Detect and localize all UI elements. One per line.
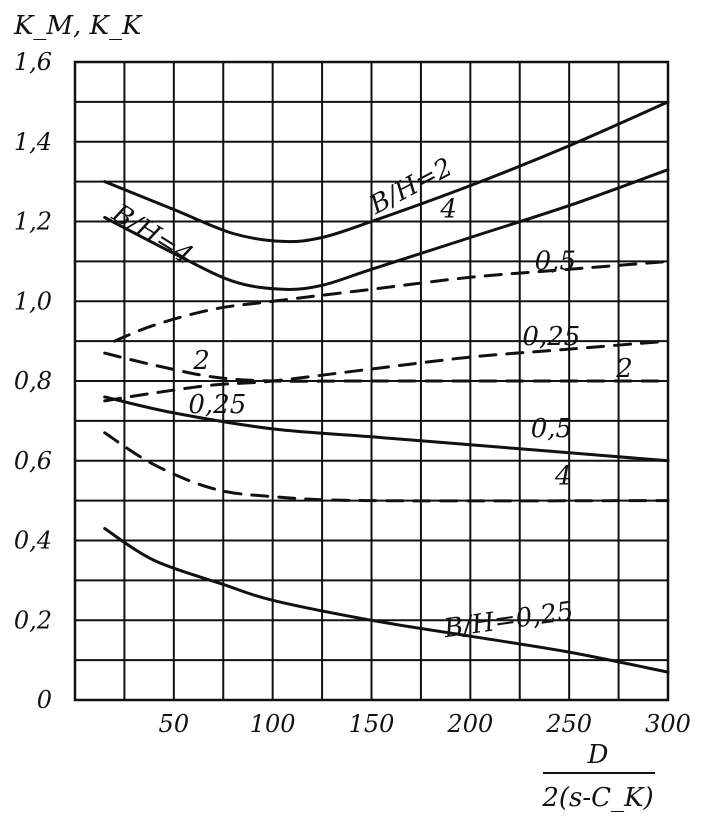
curve-label: 0,5 bbox=[531, 414, 572, 444]
series-line-solid bbox=[103, 395, 670, 463]
x-tick-label: 150 bbox=[349, 710, 395, 738]
y-tick-label: 1,6 bbox=[14, 48, 52, 76]
series-line-dashed bbox=[103, 351, 670, 383]
series-line-solid bbox=[103, 100, 670, 244]
x-tick-label: 250 bbox=[545, 710, 592, 738]
series-line-solid bbox=[103, 527, 670, 674]
y-tick-label: 0,4 bbox=[14, 527, 52, 555]
y-tick-labels: 0 0,2 0,4 0,6 0,8 1,0 1,2 1,4 1,6 bbox=[14, 48, 52, 714]
x-axis-label-denominator: 2(s-C_K) bbox=[541, 783, 653, 813]
x-axis-label-numerator: D bbox=[587, 740, 609, 770]
y-tick-label: 0,6 bbox=[14, 447, 52, 475]
curve-label: 0,25 bbox=[522, 322, 580, 352]
y-tick-label: 0,2 bbox=[14, 606, 52, 634]
x-tick-label: 50 bbox=[159, 710, 190, 738]
curve-label: 4 bbox=[554, 462, 572, 492]
series-line-dashed bbox=[113, 259, 670, 343]
series-line-solid bbox=[103, 168, 670, 291]
y-tick-label: 1,4 bbox=[14, 128, 52, 156]
curve-label: 2 bbox=[192, 346, 210, 376]
plot-frame bbox=[73, 60, 670, 702]
y-tick-label: 1,0 bbox=[14, 287, 52, 315]
x-tick-label: 200 bbox=[446, 710, 493, 738]
y-axis-label: K_M, K_K bbox=[13, 11, 143, 41]
curve-label: B/H=0,25 bbox=[441, 596, 575, 644]
x-tick-labels: 50 100 150 200 250 300 bbox=[159, 710, 691, 738]
series-line-dashed bbox=[103, 431, 670, 503]
curve-label: 2 bbox=[615, 354, 633, 384]
y-tick-label: 1,2 bbox=[14, 208, 52, 236]
y-tick-label: 0 bbox=[37, 686, 52, 714]
curve-label: B/H=4 bbox=[106, 198, 198, 271]
x-tick-label: 100 bbox=[250, 710, 296, 738]
curve-label: 4 bbox=[439, 195, 457, 225]
y-tick-label: 0,8 bbox=[14, 367, 52, 395]
curve-label: 0,5 bbox=[535, 246, 576, 276]
x-tick-label: 300 bbox=[645, 710, 691, 738]
series-line-dashed bbox=[103, 339, 670, 403]
curves bbox=[103, 100, 670, 674]
curve-label: 0,25 bbox=[188, 390, 246, 420]
